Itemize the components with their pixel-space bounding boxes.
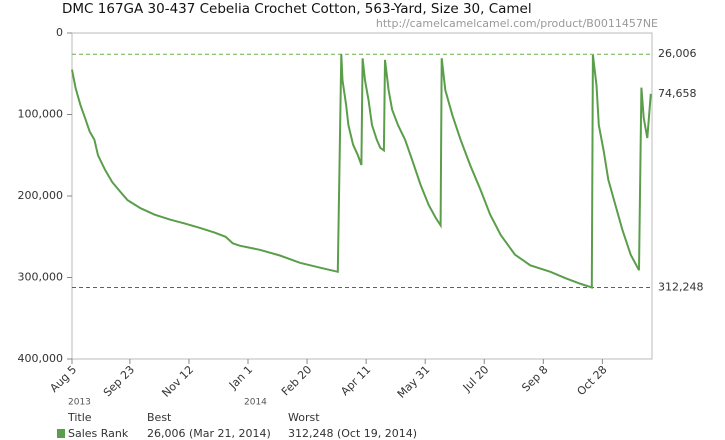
x-tick-label: Nov 12 <box>159 363 196 400</box>
x-tick-label: Aug 5 <box>47 363 79 395</box>
x-tick-label: Jul 20 <box>460 363 492 395</box>
chart-url: http://camelcamelcamel.com/product/B0011… <box>376 17 658 30</box>
x-tick-label: Sep 23 <box>101 363 137 399</box>
reference-label: 74,658 <box>658 87 697 100</box>
x-tick-label: Oct 28 <box>575 363 610 398</box>
table-header: Best <box>147 411 172 424</box>
x-tick-label: Feb 20 <box>279 363 314 398</box>
legend-label: Sales Rank <box>68 427 129 440</box>
reference-label: 312,248 <box>658 280 704 293</box>
x-tick-label: Jan 1 <box>226 363 255 392</box>
y-tick-label: 0 <box>56 26 63 39</box>
year-label: 2014 <box>244 398 267 408</box>
x-tick-label: Apr 11 <box>338 363 373 398</box>
y-tick-label: 300,000 <box>18 271 64 284</box>
sales-rank-line <box>71 54 652 289</box>
table-header: Worst <box>288 411 320 424</box>
worst-value: 312,248 (Oct 19, 2014) <box>288 427 417 440</box>
legend-swatch <box>57 429 65 438</box>
year-label: 2013 <box>68 398 91 408</box>
best-value: 26,006 (Mar 21, 2014) <box>147 427 271 440</box>
y-tick-label: 100,000 <box>18 108 64 121</box>
x-tick-label: Sep 8 <box>519 363 550 394</box>
y-tick-label: 200,000 <box>18 189 64 202</box>
chart-title: DMC 167GA 30-437 Cebelia Crochet Cotton,… <box>62 1 532 17</box>
table-header: Title <box>67 411 92 424</box>
y-tick-label: 400,000 <box>18 352 64 365</box>
x-tick-label: May 31 <box>395 363 433 401</box>
reference-label: 26,006 <box>658 47 697 60</box>
